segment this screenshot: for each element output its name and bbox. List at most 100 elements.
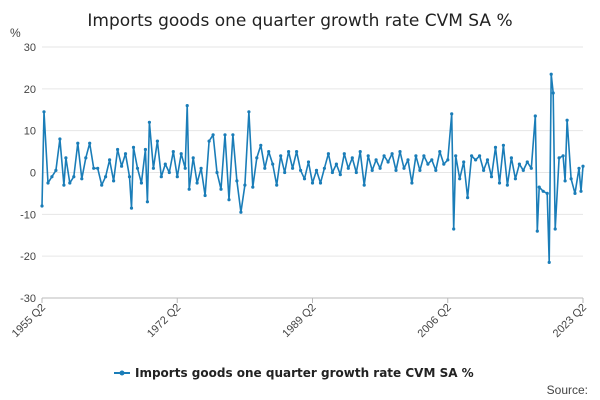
data-point[interactable] [112, 179, 116, 183]
data-point[interactable] [414, 154, 418, 158]
data-point[interactable] [430, 158, 434, 162]
data-point[interactable] [390, 152, 394, 156]
data-point[interactable] [322, 166, 326, 170]
data-point[interactable] [263, 166, 267, 170]
data-point[interactable] [40, 204, 44, 208]
data-point[interactable] [72, 175, 76, 179]
data-point[interactable] [470, 154, 474, 158]
data-point[interactable] [116, 147, 120, 152]
data-point[interactable] [195, 181, 199, 185]
data-point[interactable] [533, 114, 537, 118]
data-point[interactable] [547, 260, 551, 264]
data-point[interactable] [493, 145, 498, 149]
data-point[interactable] [68, 181, 72, 185]
data-point[interactable] [143, 147, 147, 152]
data-point[interactable] [525, 160, 529, 164]
data-point[interactable] [561, 154, 565, 158]
data-point[interactable] [123, 152, 128, 156]
data-point[interactable] [104, 175, 108, 179]
data-point[interactable] [183, 166, 187, 170]
data-point[interactable] [426, 162, 430, 166]
data-point[interactable] [482, 168, 486, 172]
data-point[interactable] [50, 175, 54, 179]
data-point[interactable] [318, 181, 323, 185]
data-point[interactable] [185, 104, 189, 108]
data-point[interactable] [76, 141, 80, 145]
data-point[interactable] [279, 154, 283, 158]
data-point[interactable] [147, 120, 151, 124]
data-point[interactable] [163, 162, 167, 166]
data-point[interactable] [187, 187, 191, 191]
data-point[interactable] [251, 185, 255, 189]
data-point[interactable] [139, 181, 143, 185]
data-point[interactable] [131, 145, 136, 149]
data-point[interactable] [334, 162, 338, 166]
data-point[interactable] [362, 183, 366, 187]
data-point[interactable] [535, 229, 539, 233]
data-point[interactable] [310, 181, 315, 185]
data-point[interactable] [452, 227, 456, 231]
data-point[interactable] [354, 170, 358, 175]
legend[interactable]: Imports goods one quarter growth rate CV… [114, 366, 474, 380]
data-point[interactable] [563, 179, 567, 183]
data-point[interactable] [314, 168, 319, 172]
data-point[interactable] [446, 158, 450, 162]
data-point[interactable] [306, 160, 311, 164]
data-point[interactable] [231, 133, 235, 137]
data-point[interactable] [551, 91, 555, 95]
data-point[interactable] [199, 166, 203, 170]
data-point[interactable] [581, 164, 585, 168]
data-point[interactable] [54, 168, 58, 172]
data-point[interactable] [382, 154, 386, 158]
data-point[interactable] [227, 198, 231, 202]
data-point[interactable] [62, 183, 66, 187]
data-point[interactable] [88, 141, 92, 145]
data-point[interactable] [569, 177, 573, 181]
data-point[interactable] [120, 164, 124, 168]
data-point[interactable] [108, 158, 112, 162]
data-point[interactable] [330, 170, 334, 175]
data-point[interactable] [501, 143, 505, 147]
data-point[interactable] [219, 187, 223, 191]
data-point[interactable] [275, 183, 279, 187]
data-point[interactable] [398, 150, 402, 154]
data-point[interactable] [46, 181, 50, 185]
data-point[interactable] [394, 168, 398, 172]
data-point[interactable] [474, 158, 478, 162]
data-point[interactable] [386, 160, 390, 164]
data-point[interactable] [175, 175, 179, 179]
data-point[interactable] [247, 110, 251, 114]
data-point[interactable] [80, 177, 84, 181]
data-point[interactable] [410, 181, 414, 185]
data-point[interactable] [466, 196, 470, 200]
data-point[interactable] [442, 162, 446, 166]
data-point[interactable] [302, 177, 307, 181]
data-point[interactable] [402, 166, 406, 170]
data-point[interactable] [259, 143, 263, 147]
data-point[interactable] [378, 166, 382, 170]
data-point[interactable] [450, 112, 454, 116]
data-point[interactable] [100, 183, 104, 187]
data-point[interactable] [529, 166, 533, 170]
data-point[interactable] [406, 158, 410, 162]
data-point[interactable] [295, 150, 299, 154]
data-point[interactable] [64, 156, 68, 160]
data-point[interactable] [271, 162, 275, 166]
data-point[interactable] [342, 152, 346, 156]
data-point[interactable] [350, 156, 354, 160]
data-point[interactable] [171, 150, 175, 154]
data-point[interactable] [255, 156, 259, 160]
data-point[interactable] [127, 175, 132, 179]
data-point[interactable] [489, 175, 494, 179]
data-point[interactable] [135, 166, 140, 170]
data-point[interactable] [287, 150, 291, 154]
data-point[interactable] [239, 210, 243, 214]
data-point[interactable] [485, 158, 490, 162]
data-point[interactable] [42, 110, 46, 114]
data-point[interactable] [151, 166, 155, 170]
data-point[interactable] [509, 156, 513, 160]
data-point[interactable] [565, 118, 569, 122]
data-point[interactable] [541, 189, 545, 193]
data-point[interactable] [58, 137, 62, 141]
data-point[interactable] [577, 166, 581, 170]
